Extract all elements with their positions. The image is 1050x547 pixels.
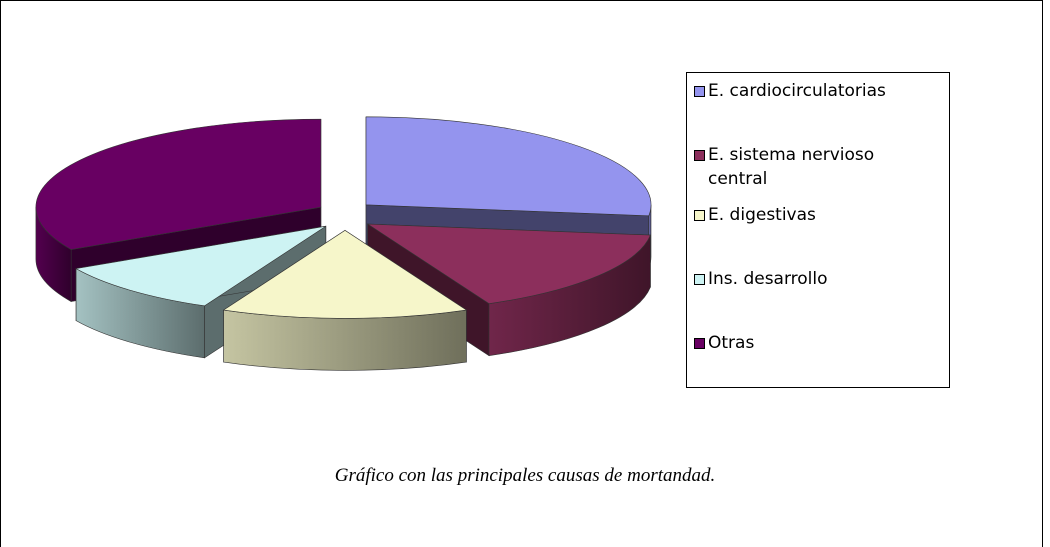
legend-entry: E. sistema nervioso central: [694, 143, 949, 191]
slice-top: [366, 223, 651, 304]
slice-top: [35, 118, 322, 250]
legend-label: E. digestivas: [708, 205, 816, 225]
caption: Gráfico con las principales causas de mo…: [334, 465, 716, 486]
legend-swatch: [694, 150, 705, 161]
legend: E. cardiocirculatorias E. sistema nervios…: [686, 72, 950, 388]
legend-label: E. sistema nervioso central: [708, 145, 875, 189]
legend-label: E. cardiocirculatorias: [708, 81, 886, 101]
legend-entry: E. digestivas: [694, 203, 949, 227]
legend-swatch: [694, 274, 705, 285]
legend-label: Ins. desarrollo: [708, 269, 828, 289]
legend-label: Otras: [708, 333, 755, 353]
legend-swatch: [694, 86, 705, 97]
legend-swatch: [694, 210, 705, 221]
slice-wall: [223, 309, 467, 371]
legend-swatch: [694, 338, 705, 349]
slice-top: [75, 225, 326, 307]
legend-entry: Otras: [694, 331, 949, 355]
pie-slice: [222, 229, 468, 371]
legend-entry: Ins. desarrollo: [694, 267, 949, 291]
slice-top: [222, 230, 468, 319]
legend-entry: E. cardiocirculatorias: [694, 79, 949, 103]
slice-top: [365, 116, 652, 217]
